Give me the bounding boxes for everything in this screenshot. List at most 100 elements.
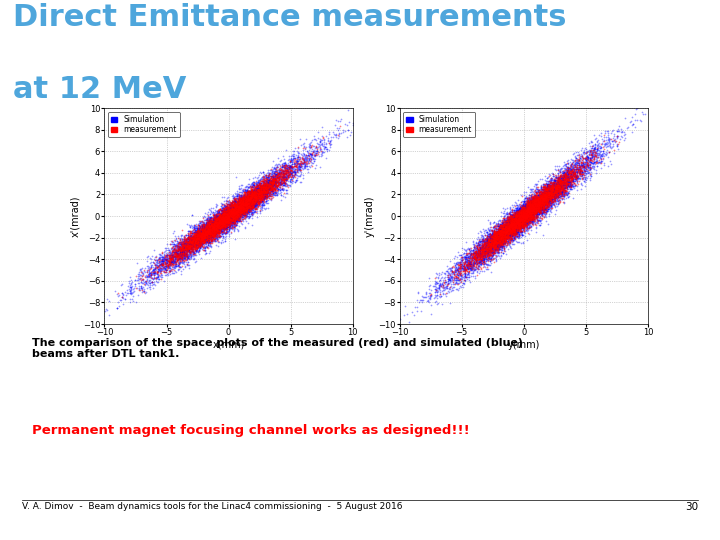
Point <box>215 218 226 226</box>
Point <box>537 202 549 211</box>
Point <box>215 223 226 232</box>
Point <box>552 181 564 190</box>
Point <box>549 176 561 185</box>
Point <box>531 218 543 226</box>
Point <box>581 160 593 168</box>
Point <box>233 202 245 211</box>
Point <box>192 235 203 244</box>
Point <box>246 185 257 194</box>
Point <box>588 148 599 157</box>
Point <box>229 204 240 213</box>
Point <box>503 224 515 232</box>
Point <box>516 217 527 225</box>
Point <box>251 194 262 202</box>
Point <box>288 147 300 156</box>
Point <box>540 191 552 199</box>
Point <box>222 212 233 221</box>
Point <box>216 213 228 222</box>
Point <box>492 242 504 251</box>
Point <box>499 224 510 233</box>
Point <box>282 168 293 177</box>
Point <box>517 214 528 223</box>
Point <box>550 176 562 184</box>
Point <box>543 193 554 201</box>
Point <box>238 202 250 211</box>
Point <box>533 199 544 207</box>
Point <box>513 225 524 234</box>
Point <box>176 242 187 251</box>
Point <box>558 179 570 187</box>
Point <box>513 213 524 222</box>
Point <box>570 172 581 181</box>
Point <box>508 233 520 241</box>
Point <box>500 234 511 243</box>
Point <box>174 245 186 254</box>
Point <box>524 209 536 218</box>
Point <box>542 195 554 204</box>
Point <box>239 201 251 210</box>
Point <box>258 183 270 192</box>
Point <box>526 202 537 211</box>
Point <box>549 179 561 188</box>
Point <box>224 218 235 226</box>
Point <box>459 253 470 261</box>
Point <box>535 206 546 214</box>
Point <box>240 200 251 208</box>
Point <box>482 248 493 257</box>
Point <box>510 204 522 213</box>
Point <box>269 180 281 188</box>
Point <box>526 194 538 203</box>
Point <box>247 198 258 206</box>
Point <box>238 208 249 217</box>
Point <box>515 227 526 236</box>
Point <box>531 197 543 206</box>
Point <box>531 201 543 210</box>
Point <box>210 227 222 235</box>
Point <box>587 161 598 170</box>
Point <box>240 198 252 207</box>
Point <box>190 246 202 254</box>
Point <box>477 248 488 257</box>
Point <box>193 231 204 240</box>
Point <box>585 156 597 164</box>
Point <box>203 232 215 240</box>
Point <box>480 251 491 259</box>
Point <box>517 221 528 230</box>
Point <box>460 265 472 273</box>
Point <box>229 197 240 206</box>
Point <box>284 158 296 166</box>
Point <box>193 235 204 244</box>
Point <box>239 199 251 208</box>
Point <box>544 198 555 207</box>
Point <box>226 202 238 211</box>
Point <box>253 186 264 195</box>
Point <box>521 195 533 204</box>
Point <box>528 211 540 219</box>
Point <box>169 244 181 253</box>
Point <box>521 209 533 218</box>
Point <box>465 244 477 252</box>
Point <box>461 262 472 271</box>
Point <box>536 198 547 206</box>
Point <box>555 177 567 185</box>
Point <box>525 218 536 226</box>
Point <box>482 246 494 255</box>
Point <box>548 184 559 192</box>
Point <box>513 217 524 226</box>
Point <box>546 192 557 200</box>
Point <box>212 208 223 217</box>
Point <box>235 180 247 189</box>
Point <box>514 222 526 231</box>
Point <box>503 224 515 233</box>
Point <box>513 218 524 227</box>
Point <box>201 237 212 246</box>
Point <box>249 204 261 213</box>
Point <box>542 190 554 198</box>
Point <box>514 207 526 216</box>
Point <box>226 201 238 210</box>
Point <box>562 176 574 184</box>
Point <box>552 178 564 187</box>
Point <box>253 186 264 194</box>
Point <box>477 239 488 248</box>
Point <box>500 227 511 236</box>
